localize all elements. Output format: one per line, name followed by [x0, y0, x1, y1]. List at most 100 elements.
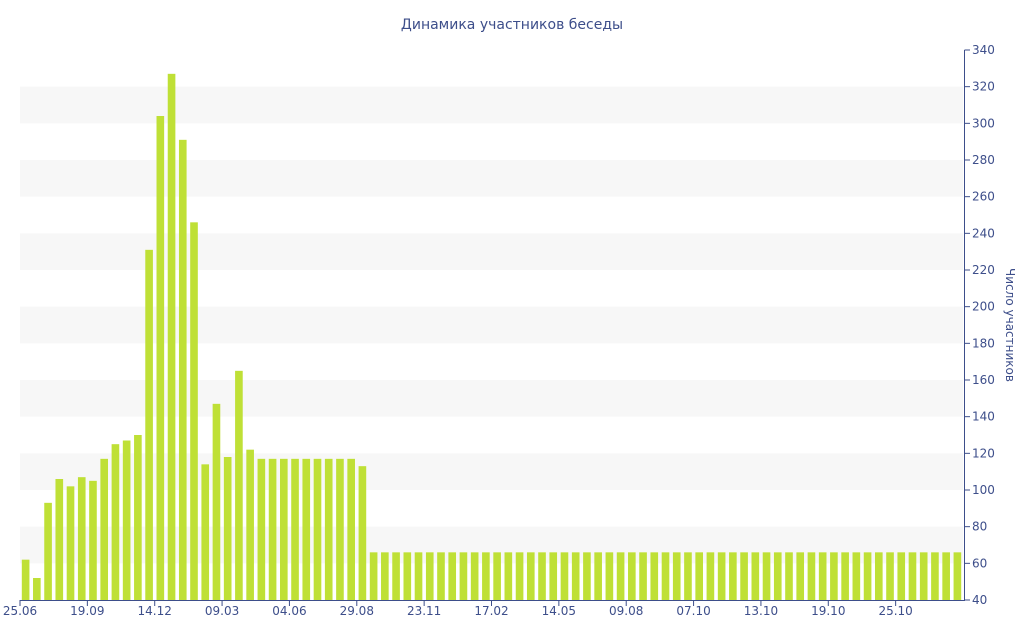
bar[interactable]	[616, 552, 625, 600]
bar[interactable]	[280, 458, 288, 600]
bar[interactable]	[246, 449, 254, 600]
y-tick-label: 40	[972, 593, 987, 607]
bar[interactable]	[729, 552, 737, 600]
bar[interactable]	[190, 222, 198, 600]
bar[interactable]	[347, 458, 355, 600]
grid-band	[20, 380, 963, 417]
bar[interactable]	[21, 559, 30, 600]
bar[interactable]	[594, 552, 602, 600]
bar[interactable]	[706, 552, 715, 600]
bar[interactable]	[830, 552, 838, 600]
bar[interactable]	[89, 480, 97, 600]
bar[interactable]	[605, 552, 614, 600]
bar[interactable]	[931, 552, 939, 600]
bar[interactable]	[425, 552, 434, 600]
bar[interactable]	[33, 578, 41, 600]
bar[interactable]	[571, 552, 580, 600]
bar[interactable]	[291, 458, 299, 600]
bar[interactable]	[953, 552, 962, 600]
x-tick-label: 23.11	[407, 604, 441, 618]
grid-bands	[20, 86, 963, 564]
bar[interactable]	[740, 552, 748, 600]
bar[interactable]	[919, 552, 928, 600]
bar[interactable]	[178, 139, 187, 600]
bar[interactable]	[111, 444, 120, 600]
bar[interactable]	[201, 464, 210, 600]
grid-band	[20, 233, 963, 270]
bar[interactable]	[403, 552, 412, 600]
bar[interactable]	[650, 552, 659, 600]
bar[interactable]	[583, 552, 591, 600]
bar[interactable]	[852, 552, 861, 600]
bar[interactable]	[66, 486, 75, 600]
bar[interactable]	[448, 552, 457, 600]
y-tick-label: 260	[972, 190, 995, 204]
grid-band	[20, 306, 963, 344]
bar[interactable]	[336, 458, 344, 600]
bar[interactable]	[661, 552, 670, 600]
bar[interactable]	[145, 249, 153, 600]
y-tick-label: 300	[972, 116, 995, 130]
bar[interactable]	[549, 552, 558, 600]
bar[interactable]	[628, 552, 636, 600]
bar[interactable]	[156, 116, 165, 600]
bar[interactable]	[751, 552, 760, 600]
bar[interactable]	[302, 458, 311, 600]
bar[interactable]	[908, 552, 917, 600]
bar[interactable]	[223, 457, 232, 600]
x-tick-label: 14.12	[138, 604, 172, 618]
grid-band	[20, 526, 963, 564]
bar[interactable]	[762, 552, 771, 600]
bar[interactable]	[167, 73, 176, 600]
bar[interactable]	[818, 552, 827, 600]
bar[interactable]	[504, 552, 513, 600]
bar[interactable]	[392, 552, 400, 600]
bar[interactable]	[55, 479, 64, 600]
bar[interactable]	[381, 552, 389, 600]
bar[interactable]	[942, 552, 950, 600]
x-axis-ticks: 25.06 19.09 14.12 09.03 04.06 29.08 23.11 17.02…	[3, 600, 913, 618]
bar[interactable]	[515, 552, 524, 600]
bar[interactable]	[538, 552, 546, 600]
bar[interactable]	[437, 552, 445, 600]
bar[interactable]	[785, 552, 793, 600]
bar[interactable]	[257, 458, 266, 600]
bar[interactable]	[77, 477, 86, 600]
bar[interactable]	[313, 458, 322, 600]
bar[interactable]	[44, 502, 52, 600]
bar[interactable]	[863, 552, 872, 600]
bar[interactable]	[235, 370, 243, 600]
bar[interactable]	[526, 552, 535, 600]
bar[interactable]	[122, 440, 131, 601]
bar[interactable]	[886, 552, 894, 600]
bar[interactable]	[324, 458, 333, 600]
bar[interactable]	[560, 552, 569, 600]
x-tick-label: 09.03	[205, 604, 239, 618]
bar[interactable]	[841, 552, 849, 600]
bar[interactable]	[639, 552, 647, 600]
y-axis-title: Число участников	[1003, 268, 1017, 382]
grid-band	[20, 86, 963, 124]
bar[interactable]	[100, 458, 109, 600]
bar[interactable]	[470, 552, 479, 600]
bar[interactable]	[807, 552, 816, 600]
bar[interactable]	[493, 552, 501, 600]
bar[interactable]	[773, 552, 782, 600]
bar[interactable]	[369, 552, 378, 600]
bar[interactable]	[459, 552, 468, 600]
bar[interactable]	[796, 552, 805, 600]
y-tick-label: 140	[972, 410, 995, 424]
bar[interactable]	[717, 552, 726, 600]
y-tick-label: 280	[972, 153, 995, 167]
bar[interactable]	[268, 458, 277, 600]
bar[interactable]	[684, 552, 692, 600]
bar[interactable]	[897, 552, 906, 600]
bar[interactable]	[874, 552, 883, 600]
bar[interactable]	[358, 466, 367, 600]
bar[interactable]	[212, 403, 221, 600]
bar[interactable]	[672, 552, 681, 600]
bar[interactable]	[482, 552, 490, 600]
bar[interactable]	[695, 552, 703, 600]
bar[interactable]	[414, 552, 423, 600]
bar[interactable]	[134, 435, 142, 600]
